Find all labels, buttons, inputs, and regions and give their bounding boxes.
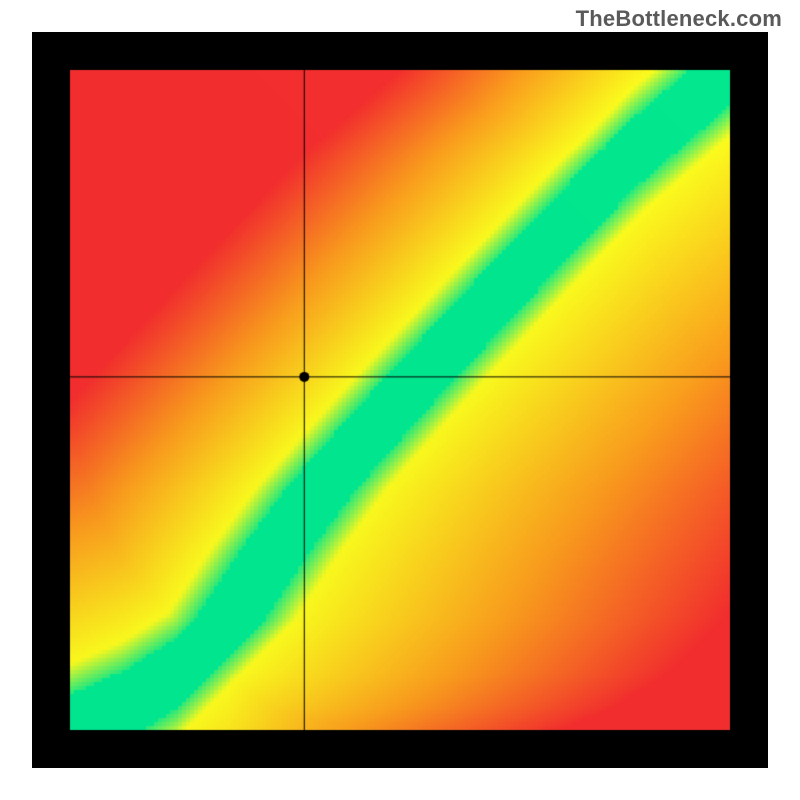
- chart-frame: [32, 32, 768, 768]
- bottleneck-heatmap: [32, 32, 768, 768]
- attribution-text: TheBottleneck.com: [576, 6, 782, 32]
